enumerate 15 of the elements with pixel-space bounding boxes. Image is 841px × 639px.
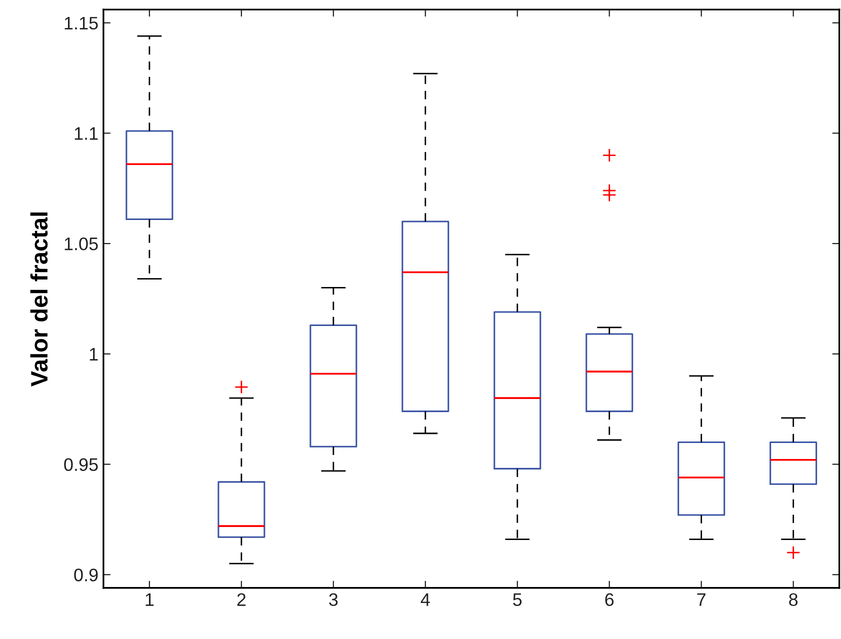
x-tick-label: 5 (513, 593, 522, 606)
y-tick-label: 1.1 (74, 127, 98, 140)
y-tick-label: 0.95 (64, 458, 98, 471)
x-tick-label: 8 (789, 593, 798, 606)
x-tick-label: 7 (697, 593, 706, 606)
y-axis-title: Valor del fractal (30, 212, 48, 386)
x-tick-label: 2 (237, 593, 246, 606)
x-tick-label: 3 (329, 593, 338, 606)
y-tick-label: 1 (90, 348, 98, 360)
y-tick-label: 1.05 (64, 237, 98, 250)
y-tick-label: 0.9 (74, 568, 98, 582)
x-tick-label: 4 (420, 593, 430, 606)
x-tick-label: 6 (605, 593, 614, 606)
x-tick-label: 1 (146, 593, 154, 606)
y-tick-label: 1.15 (64, 16, 98, 30)
